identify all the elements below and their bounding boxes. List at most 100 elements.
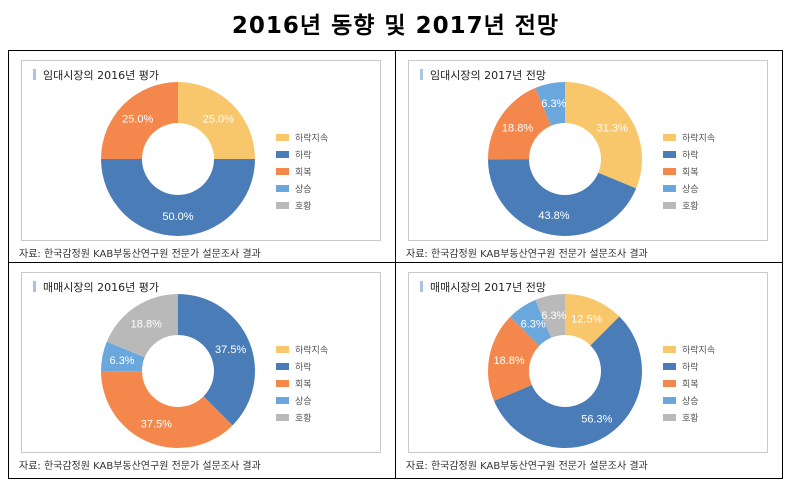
legend-item: 상승 bbox=[276, 394, 312, 407]
legend-swatch bbox=[663, 168, 676, 175]
slice-label: 25.0% bbox=[203, 114, 234, 126]
legend-swatch bbox=[276, 168, 289, 175]
chart-panel: 매매시장의 2017년 전망 자료: 한국감정원 KAB부동산연구원 전문가 설… bbox=[396, 263, 782, 478]
legend-label: 회복 bbox=[682, 168, 699, 178]
legend-swatch bbox=[276, 414, 289, 421]
legend-swatch bbox=[276, 151, 289, 158]
legend-label: 하락지속 bbox=[682, 134, 716, 144]
slice-label: 50.0% bbox=[162, 211, 193, 223]
chart-title: 매매시장의 2016년 평가 bbox=[33, 279, 159, 295]
legend-item: 호황 bbox=[276, 199, 312, 212]
donut-slice-호황 bbox=[535, 294, 565, 338]
legend-item: 상승 bbox=[663, 394, 699, 407]
legend-label: 하락 bbox=[682, 151, 699, 161]
slice-label: 18.8% bbox=[493, 355, 524, 367]
legend-swatch bbox=[663, 151, 676, 158]
legend-swatch bbox=[276, 134, 289, 141]
donut-slice-하락지속 bbox=[178, 82, 255, 159]
slice-label: 37.5% bbox=[215, 344, 246, 356]
source-note: 자료: 한국감정원 KAB부동산연구원 전문가 설문조사 결과 bbox=[406, 249, 648, 260]
legend-label: 하락 bbox=[295, 151, 312, 161]
legend-swatch bbox=[276, 346, 289, 353]
page-title: 2016년 동향 및 2017년 전망 bbox=[231, 13, 560, 39]
legend-item: 하락지속 bbox=[276, 343, 328, 356]
chart-panel: 매매시장의 2016년 평가 자료: 한국감정원 KAB부동산연구원 전문가 설… bbox=[9, 263, 396, 478]
slice-label: 56.3% bbox=[581, 413, 612, 425]
chart-frame bbox=[21, 272, 381, 453]
donut-slice-상승 bbox=[510, 299, 552, 346]
legend-label: 호황 bbox=[682, 414, 699, 424]
legend-label: 호황 bbox=[295, 414, 312, 424]
legend-item: 회복 bbox=[663, 377, 699, 390]
source-note: 자료: 한국감정원 KAB부동산연구원 전문가 설문조사 결과 bbox=[19, 461, 261, 472]
slice-label: 6.3% bbox=[541, 98, 566, 110]
slice-label: 31.3% bbox=[597, 122, 628, 134]
donut-slice-하락지속 bbox=[565, 82, 642, 189]
legend-swatch bbox=[276, 363, 289, 370]
donut-slice-회복 bbox=[488, 87, 552, 160]
legend-label: 호황 bbox=[295, 202, 312, 212]
slice-label: 43.8% bbox=[538, 210, 569, 222]
legend-item: 회복 bbox=[276, 165, 312, 178]
donut-slice-회복 bbox=[488, 316, 540, 401]
legend-item: 호황 bbox=[663, 411, 699, 424]
donut-slice-회복 bbox=[101, 371, 233, 448]
chart-grid: 임대시장의 2016년 평가 자료: 한국감정원 KAB부동산연구원 전문가 설… bbox=[8, 50, 783, 479]
chart-panel: 임대시장의 2016년 평가 자료: 한국감정원 KAB부동산연구원 전문가 설… bbox=[9, 51, 396, 263]
slice-label: 18.8% bbox=[502, 122, 533, 134]
donut-slice-하락 bbox=[178, 294, 255, 426]
legend-label: 상승 bbox=[295, 397, 312, 407]
legend-item: 상승 bbox=[276, 182, 312, 195]
slice-label: 6.3% bbox=[521, 319, 546, 331]
donut-chart: 25.0% 50.0% 25.0% bbox=[101, 82, 255, 236]
legend-swatch bbox=[663, 134, 676, 141]
legend-swatch bbox=[663, 363, 676, 370]
legend-label: 호황 bbox=[682, 202, 699, 212]
legend-swatch bbox=[663, 346, 676, 353]
legend-label: 회복 bbox=[295, 168, 312, 178]
donut-slice-하락 bbox=[494, 316, 642, 449]
legend-item: 하락 bbox=[663, 148, 699, 161]
legend-swatch bbox=[663, 202, 676, 209]
legend-swatch bbox=[276, 202, 289, 209]
donut-slice-하락 bbox=[101, 159, 255, 236]
slice-label: 37.5% bbox=[141, 419, 172, 431]
legend-item: 회복 bbox=[663, 165, 699, 178]
legend-label: 회복 bbox=[295, 380, 312, 390]
slice-label: 25.0% bbox=[122, 114, 153, 126]
donut-chart: 37.5% 37.5% 6.3% 18.8% bbox=[101, 294, 255, 448]
legend-item: 하락지속 bbox=[276, 131, 328, 144]
donut-slice-상승 bbox=[535, 82, 565, 126]
legend-item: 호황 bbox=[663, 199, 699, 212]
legend-item: 하락 bbox=[663, 360, 699, 373]
legend-item: 호황 bbox=[276, 411, 312, 424]
donut-slice-호황 bbox=[106, 294, 178, 358]
legend-item: 하락 bbox=[276, 148, 312, 161]
legend-swatch bbox=[276, 397, 289, 404]
donut-slice-회복 bbox=[101, 82, 178, 159]
chart-title: 임대시장의 2016년 평가 bbox=[33, 67, 159, 83]
donut-chart: 31.3% 43.8% 18.8% 6.3% bbox=[488, 82, 642, 236]
slice-label: 18.8% bbox=[131, 319, 162, 331]
legend-item: 회복 bbox=[276, 377, 312, 390]
legend-swatch bbox=[663, 397, 676, 404]
legend-swatch bbox=[663, 185, 676, 192]
source-note: 자료: 한국감정원 KAB부동산연구원 전문가 설문조사 결과 bbox=[406, 461, 648, 472]
legend-item: 하락 bbox=[276, 360, 312, 373]
legend-label: 상승 bbox=[295, 185, 312, 195]
legend-item: 하락지속 bbox=[663, 343, 715, 356]
chart-panel: 임대시장의 2017년 전망 자료: 한국감정원 KAB부동산연구원 전문가 설… bbox=[396, 51, 782, 263]
chart-frame bbox=[21, 60, 381, 241]
legend-label: 하락 bbox=[682, 363, 699, 373]
source-note: 자료: 한국감정원 KAB부동산연구원 전문가 설문조사 결과 bbox=[19, 249, 261, 260]
chart-title: 매매시장의 2017년 전망 bbox=[420, 279, 546, 295]
legend-label: 하락지속 bbox=[682, 346, 716, 356]
legend-label: 상승 bbox=[682, 185, 699, 195]
legend-label: 하락지속 bbox=[295, 134, 329, 144]
donut-slice-하락지속 bbox=[565, 294, 620, 346]
legend-swatch bbox=[276, 380, 289, 387]
chart-frame bbox=[408, 272, 768, 453]
donut-slice-하락 bbox=[488, 159, 637, 236]
chart-title: 임대시장의 2017년 전망 bbox=[420, 67, 546, 83]
legend-label: 하락지속 bbox=[295, 346, 329, 356]
